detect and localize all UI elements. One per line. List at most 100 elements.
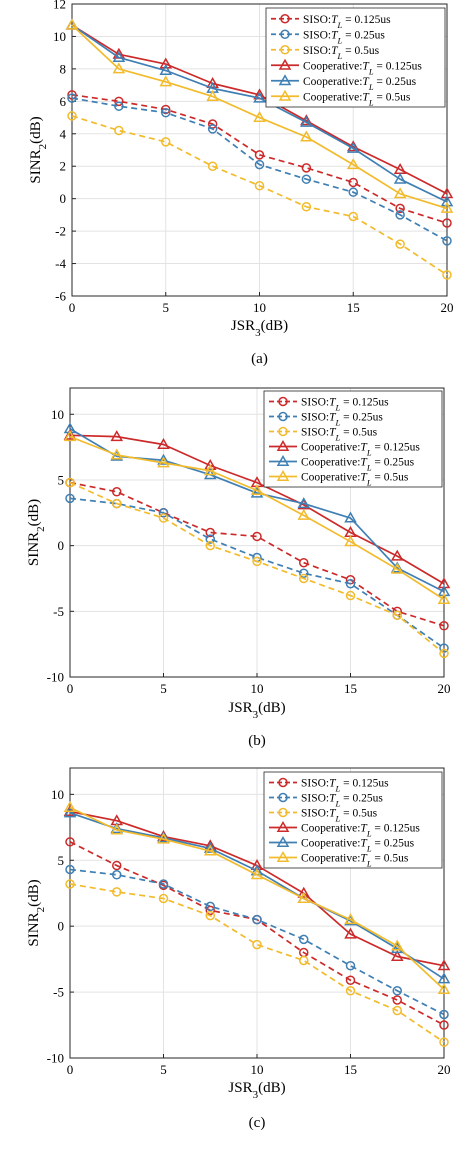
x-axis-label: JSR3(dB) <box>228 700 285 721</box>
data-point <box>297 891 311 903</box>
data-point <box>112 51 126 63</box>
legend-label: Cooperative:TL = 0.125us <box>303 60 422 76</box>
data-point <box>205 910 215 921</box>
data-point <box>345 986 356 996</box>
data-point <box>299 934 309 945</box>
y-tick-label: -2 <box>55 224 66 239</box>
data-point <box>114 96 124 107</box>
data-point <box>250 868 264 880</box>
data-point <box>442 218 452 228</box>
data-point <box>159 63 173 76</box>
data-point <box>203 841 217 853</box>
data-point <box>63 801 77 813</box>
data-point <box>110 430 124 442</box>
series-line <box>69 806 445 991</box>
data-point <box>392 610 402 621</box>
data-point <box>207 124 218 134</box>
data-point <box>297 508 311 520</box>
series-line <box>69 868 445 1016</box>
data-point <box>392 995 402 1005</box>
data-point <box>390 939 404 951</box>
legend-label: SISO:TL = 0.25us <box>303 29 385 45</box>
x-tick-label: 0 <box>69 300 76 315</box>
data-point <box>437 959 451 971</box>
x-axis-label: JSR3(dB) <box>231 318 288 339</box>
data-point <box>65 879 75 889</box>
series-line <box>69 434 445 585</box>
y-tick-label: -4 <box>55 256 66 271</box>
data-point <box>63 430 77 442</box>
legend-label: Cooperative:TL = 0.125us <box>301 823 420 839</box>
x-tick-label: 15 <box>344 681 357 696</box>
series-1 <box>67 90 452 228</box>
data-point <box>112 498 122 509</box>
series-6 <box>63 430 451 604</box>
series-6 <box>63 801 451 994</box>
y-tick-label: 0 <box>58 538 65 553</box>
legend-label: Cooperative:TL = 0.25us <box>303 76 417 92</box>
data-point <box>390 949 404 961</box>
data-point <box>205 905 215 916</box>
legend-box <box>263 390 443 488</box>
data-point <box>344 927 357 939</box>
y-tick-label: 5 <box>58 853 65 868</box>
series-line <box>71 24 448 203</box>
data-point <box>437 592 451 604</box>
x-tick-label: 15 <box>344 1062 357 1077</box>
data-point <box>112 870 122 880</box>
data-point <box>299 573 309 584</box>
data-point <box>390 549 404 561</box>
y-tick-label: -5 <box>53 985 64 1000</box>
data-point <box>114 125 124 136</box>
data-point <box>159 75 173 87</box>
y-tick-label: -6 <box>55 289 66 304</box>
legend-label: Cooperative:TL = 0.25us <box>301 838 415 854</box>
x-tick-label: 0 <box>67 1062 74 1077</box>
data-point <box>348 211 358 222</box>
y-tick-label: 8 <box>60 61 67 76</box>
data-point <box>392 1005 402 1016</box>
data-point <box>348 177 358 188</box>
x-tick-label: 5 <box>160 681 167 696</box>
data-point <box>157 437 170 449</box>
x-tick-label: 20 <box>438 1062 451 1077</box>
data-point <box>250 483 264 495</box>
x-tick-label: 10 <box>251 1062 264 1077</box>
y-tick-label: 12 <box>53 0 66 12</box>
legend-swatch-marker <box>276 835 290 847</box>
data-point <box>207 161 218 171</box>
panel-caption: (c) <box>249 1115 266 1131</box>
data-point <box>439 1037 449 1047</box>
y-tick-label: 5 <box>58 472 65 487</box>
y-axis-label: SINR2(dB) <box>26 499 47 566</box>
data-point <box>67 93 77 103</box>
data-point <box>300 115 313 127</box>
data-point <box>440 195 454 207</box>
legend-swatch-marker <box>276 454 290 466</box>
data-point <box>254 159 265 170</box>
panel-caption: (b) <box>248 733 266 749</box>
legend-box <box>263 771 443 869</box>
data-point <box>299 955 309 966</box>
legend-label: SISO:TL = 0.25us <box>301 412 383 428</box>
series-2 <box>65 864 449 1020</box>
panel-caption: (a) <box>251 351 268 367</box>
legend-swatch-marker <box>278 411 288 422</box>
y-tick-label: -5 <box>53 604 64 619</box>
data-point <box>297 886 311 898</box>
y-tick-label: 10 <box>51 787 64 802</box>
y-tick-label: -10 <box>47 670 64 685</box>
data-point <box>252 914 262 925</box>
data-point <box>440 201 454 213</box>
data-point <box>157 832 170 844</box>
x-tick-label: 5 <box>163 300 170 315</box>
data-point <box>301 163 312 173</box>
data-point <box>110 448 124 460</box>
data-point <box>158 513 169 523</box>
data-point <box>390 562 404 574</box>
data-point <box>344 511 357 523</box>
data-point <box>299 568 309 578</box>
data-point <box>253 111 266 123</box>
